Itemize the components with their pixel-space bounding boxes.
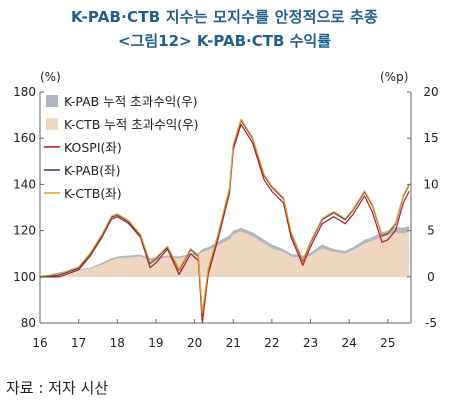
x-tick-label: 23 [303, 336, 318, 350]
excess-return-areas [40, 226, 410, 277]
chart-figure-title: <그림12> K-PAB·CTB 수익률 [117, 32, 332, 50]
legend-label: K-CTB 누적 초과수익(우) [64, 117, 199, 132]
chart-headline: K-PAB·CTB 지수는 모지수를 안정적으로 추종 [70, 8, 379, 26]
right-tick-label: -5 [425, 316, 437, 330]
x-tick-label: 17 [71, 336, 86, 350]
legend-label: K-CTB(좌) [64, 186, 122, 201]
legend-label: KOSPI(좌) [64, 140, 122, 155]
ctb-excess-area [40, 231, 410, 277]
left-tick-label: 160 [13, 131, 36, 145]
x-tick-label: 20 [187, 336, 202, 350]
x-tick-label: 22 [264, 336, 279, 350]
right-tick-label: 15 [423, 131, 438, 145]
chart-axes: 80 100 120 140 160 180 -5 0 5 10 15 20 16 17 18 19 20 21 2… [13, 85, 439, 350]
left-tick-label: 100 [13, 270, 36, 284]
left-tick-label: 120 [13, 224, 36, 238]
right-tick-label: 5 [427, 224, 435, 238]
right-tick-label: 20 [423, 85, 438, 99]
x-tick-label: 24 [342, 336, 357, 350]
left-tick-label: 80 [21, 316, 36, 330]
ctb-line [39, 118, 410, 314]
x-tick-label: 16 [32, 336, 47, 350]
chart-legend: K-PAB 누적 초과수익(우) K-CTB 누적 초과수익(우) KOSPI(좌)… [44, 94, 199, 201]
legend-label: K-PAB 누적 초과수익(우) [64, 94, 197, 109]
x-tick-label: 21 [226, 336, 241, 350]
source-note: 자료 : 저자 시산 [6, 379, 109, 397]
right-axis-unit: (%p) [380, 70, 409, 84]
left-tick-label: 180 [13, 85, 36, 99]
legend-swatch [46, 118, 58, 130]
legend-swatch [46, 95, 58, 107]
left-axis-unit: (%) [40, 70, 61, 84]
left-tick-label: 140 [13, 177, 36, 191]
right-tick-label: 10 [423, 177, 438, 191]
index-lines [39, 118, 410, 324]
legend-label: K-PAB(좌) [64, 163, 121, 178]
x-tick-label: 19 [148, 336, 163, 350]
x-tick-label: 25 [380, 336, 395, 350]
right-tick-label: 0 [427, 270, 435, 284]
x-tick-label: 18 [110, 336, 125, 350]
